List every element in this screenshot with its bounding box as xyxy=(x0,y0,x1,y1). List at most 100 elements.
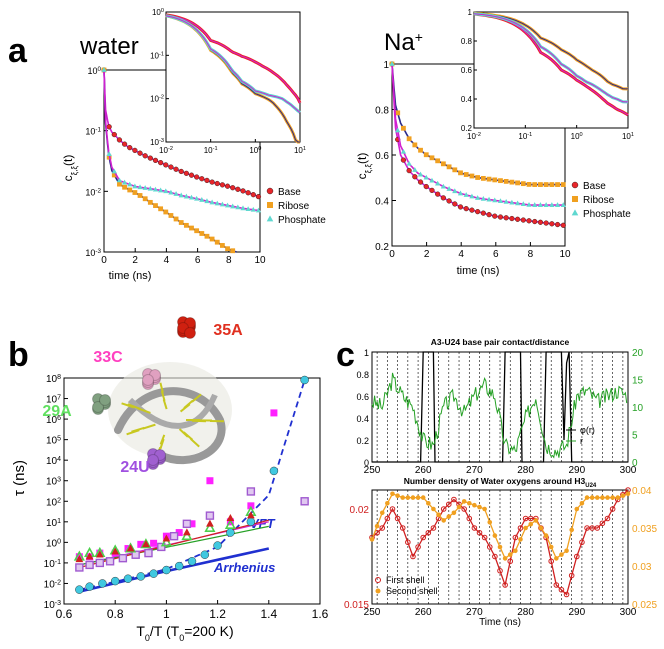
c-second-shell-marker xyxy=(554,556,559,561)
water-marker-phosphate xyxy=(168,189,174,195)
water-xtick-label: 2 xyxy=(132,255,138,266)
c-second-shell-marker xyxy=(477,504,482,510)
c-first-shell-marker xyxy=(461,506,467,512)
na-marker-ribose xyxy=(515,180,520,186)
c-first-shell-marker xyxy=(563,591,570,598)
c-bottom-xtick-label: 280 xyxy=(517,607,534,618)
water-marker-base xyxy=(214,180,220,187)
b-ytick-label: 103 xyxy=(46,476,61,488)
b-point-magenta xyxy=(188,520,196,528)
na-marker-base xyxy=(446,198,452,204)
water-marker-ribose xyxy=(183,222,189,228)
na-marker-phosphate xyxy=(446,186,452,191)
rna-ribbon xyxy=(114,387,226,464)
b-ytick-label: 10-2 xyxy=(44,579,61,591)
na-marker-ribose xyxy=(532,182,538,187)
b-xtick-label: 0.6 xyxy=(56,607,73,621)
c-top-y2tick-label: 0 xyxy=(632,458,638,469)
b-point-purple xyxy=(169,531,179,541)
water-marker-phosphate xyxy=(209,199,215,205)
rna-base-stick xyxy=(127,403,141,410)
b-point-red xyxy=(226,514,235,522)
water-marker-base xyxy=(121,141,128,147)
c-first-shell-marker xyxy=(394,515,401,522)
b-point-water xyxy=(136,572,146,581)
b-point-magenta xyxy=(137,540,145,548)
water-marker-ribose xyxy=(225,246,230,252)
c-first-shell-marker xyxy=(471,525,478,531)
c-first-shell-marker xyxy=(507,558,514,565)
water-marker-base xyxy=(240,188,246,194)
c-second-shell-marker xyxy=(426,501,431,506)
na-marker-ribose xyxy=(475,175,481,180)
na-marker-base xyxy=(406,168,412,174)
c-bottom-xtick-label: 260 xyxy=(415,607,432,618)
c-second-shell-marker xyxy=(482,506,487,512)
water-marker-phosphate xyxy=(204,198,210,204)
c-legend-r: r xyxy=(580,436,583,446)
b-point-green xyxy=(125,542,137,553)
water-ytick-label: 100 xyxy=(87,66,101,77)
water-marker-ribose xyxy=(189,225,194,231)
water-marker-phosphate xyxy=(111,168,117,174)
c-first-shell-marker xyxy=(486,544,493,550)
c-second-shell-marker xyxy=(507,552,513,557)
c-first-shell-marker xyxy=(558,586,565,593)
water-marker-phosphate xyxy=(137,184,143,190)
na-xtick-label: 2 xyxy=(424,249,430,260)
c-second-shell-marker xyxy=(385,501,390,506)
na-marker-base xyxy=(537,219,544,225)
b-point-red xyxy=(206,519,214,527)
water-marker-base xyxy=(168,164,174,170)
panel-letter-c: c xyxy=(336,336,355,374)
c-second-shell-marker xyxy=(594,495,600,500)
na-inset-xtick-label: 100 xyxy=(571,132,583,141)
na-inset-ytick-label: 1 xyxy=(468,8,473,17)
rna-base-stick xyxy=(137,407,151,414)
na-marker-phosphate xyxy=(526,201,532,207)
na-marker-base xyxy=(452,201,458,207)
na-inset-ytick-label: 0.8 xyxy=(461,37,473,46)
rna-base-stick xyxy=(162,399,168,410)
na-xlabel: time (ns) xyxy=(457,265,500,277)
water-marker-base xyxy=(178,168,184,175)
b-xtick-label: 0.8 xyxy=(107,607,124,621)
water-legend-marker xyxy=(267,202,273,208)
c-second-shell-marker xyxy=(559,552,564,557)
na-xtick-label: 6 xyxy=(493,249,499,260)
water-marker-base xyxy=(132,147,138,153)
water-marker-phosphate xyxy=(132,183,138,189)
c-first-shell-marker xyxy=(466,515,473,522)
water-marker-base xyxy=(111,131,117,138)
na-marker-phosphate xyxy=(417,171,424,177)
c-first-shell-marker xyxy=(399,525,406,531)
na-ytick-label: 0.8 xyxy=(375,106,389,117)
c-first-shell-marker xyxy=(568,572,575,579)
b-xtick-label: 1.4 xyxy=(260,607,277,621)
na-marker-ribose xyxy=(458,170,463,176)
c-first-shell-marker xyxy=(502,582,508,588)
na-marker-ribose xyxy=(555,182,560,187)
c-second-shell-marker xyxy=(610,495,615,500)
b-ylabel: τ (ns) xyxy=(11,460,28,496)
water-legend-base: Base xyxy=(278,187,301,198)
water-marker-phosphate xyxy=(163,188,169,194)
b-point-green xyxy=(160,536,172,547)
c-first-shell-marker xyxy=(389,506,396,512)
c-first-shell-marker xyxy=(594,525,601,531)
water-xtick-label: 10 xyxy=(254,255,266,266)
b-ytick-label: 105 xyxy=(46,435,61,447)
arrhenius-label: Arrhenius xyxy=(213,560,275,575)
c-top-ytick-label: 0.2 xyxy=(356,436,369,446)
rna-base-stick xyxy=(131,426,145,433)
water-marker-phosphate xyxy=(157,187,164,193)
na-ytick-label: 0.2 xyxy=(375,242,389,253)
b-point-red xyxy=(142,540,150,548)
water-marker-base xyxy=(163,162,169,168)
water-marker-phosphate xyxy=(101,67,107,72)
water-inset-fit-0 xyxy=(165,14,301,104)
b-point-red xyxy=(162,534,171,542)
water-marker-ribose xyxy=(168,213,174,218)
c-second-shell-marker xyxy=(431,506,436,512)
